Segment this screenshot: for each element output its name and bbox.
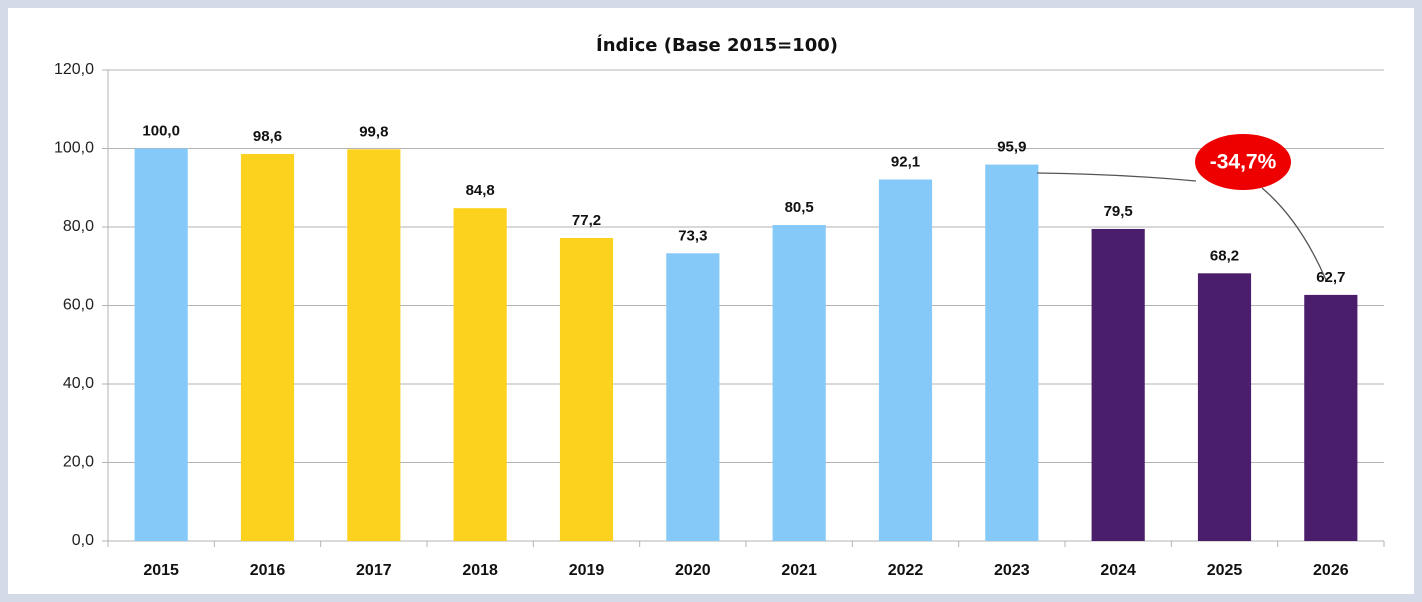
annotation: -34,7% [1210, 151, 1277, 174]
plot: 0,0 20,0 40,0 60,0 80,0 100,0 120,0 2015 100,0 20… [54, 61, 1385, 579]
value-label: 77,2 [572, 212, 601, 229]
y-tick-label: 40,0 [63, 375, 94, 392]
bar [1091, 228, 1145, 541]
value-label: 92,1 [891, 153, 920, 170]
bar [559, 237, 614, 542]
value-label: 84,8 [466, 182, 495, 199]
bar [1197, 273, 1252, 541]
annotation-line [1036, 172, 1197, 182]
x-tick-label: 2025 [1207, 562, 1243, 579]
value-label: 80,5 [785, 199, 814, 216]
y-tick-label: 80,0 [63, 218, 94, 235]
x-tick-label: 2018 [462, 562, 498, 579]
value-label: 100,0 [142, 122, 180, 139]
value-label: 73,3 [678, 227, 707, 244]
x-tick-label: 2015 [143, 562, 179, 579]
value-label: 79,5 [1104, 203, 1133, 220]
x-tick-label: 2019 [569, 562, 605, 579]
bar [347, 149, 401, 541]
value-label: 68,2 [1210, 247, 1239, 264]
x-tick-label: 2022 [888, 562, 924, 579]
value-label: 98,6 [253, 128, 282, 145]
y-tick-label: 0,0 [72, 532, 94, 549]
annotation-line [1261, 187, 1327, 281]
bar [1304, 294, 1358, 541]
bar [878, 179, 933, 541]
x-tick-label: 2017 [356, 562, 392, 579]
x-tick-label: 2023 [994, 562, 1030, 579]
chart-title: Índice (Base 2015=100) [596, 34, 838, 56]
annotation-badge [1195, 134, 1291, 190]
bar [772, 225, 826, 541]
value-label: 62,7 [1316, 269, 1345, 286]
y-tick-label: 120,0 [54, 61, 94, 78]
bar [134, 148, 188, 541]
value-label: 95,9 [997, 139, 1026, 156]
x-tick-label: 2016 [250, 562, 286, 579]
x-tick-label: 2024 [1100, 562, 1136, 579]
bar [453, 208, 507, 541]
y-tick-label: 100,0 [54, 140, 94, 157]
y-tick-label: 60,0 [63, 297, 94, 314]
bar [985, 164, 1039, 541]
value-label: 99,8 [359, 123, 388, 140]
x-tick-label: 2026 [1313, 562, 1349, 579]
x-tick-label: 2021 [781, 562, 817, 579]
x-tick-label: 2020 [675, 562, 711, 579]
y-tick-label: 20,0 [63, 454, 94, 471]
bar [666, 253, 720, 542]
bar [240, 153, 295, 541]
